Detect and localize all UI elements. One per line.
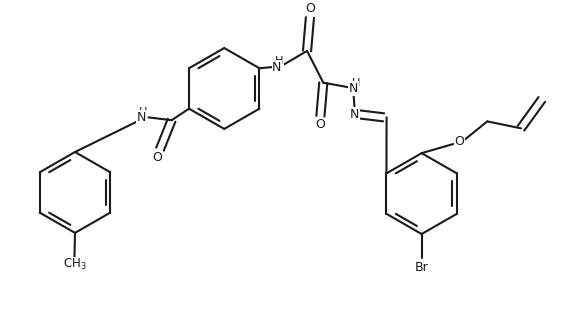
Text: H: H [275, 56, 283, 66]
Text: N: N [137, 111, 146, 124]
Text: Br: Br [415, 261, 428, 274]
Text: O: O [305, 2, 315, 15]
Text: H: H [139, 107, 147, 117]
Text: N: N [272, 61, 282, 74]
Text: N: N [350, 108, 359, 121]
Text: O: O [455, 135, 464, 148]
Text: O: O [315, 118, 325, 131]
Text: CH$_3$: CH$_3$ [63, 257, 86, 272]
Text: O: O [152, 151, 162, 164]
Text: N: N [349, 82, 358, 95]
Text: H: H [352, 78, 360, 88]
